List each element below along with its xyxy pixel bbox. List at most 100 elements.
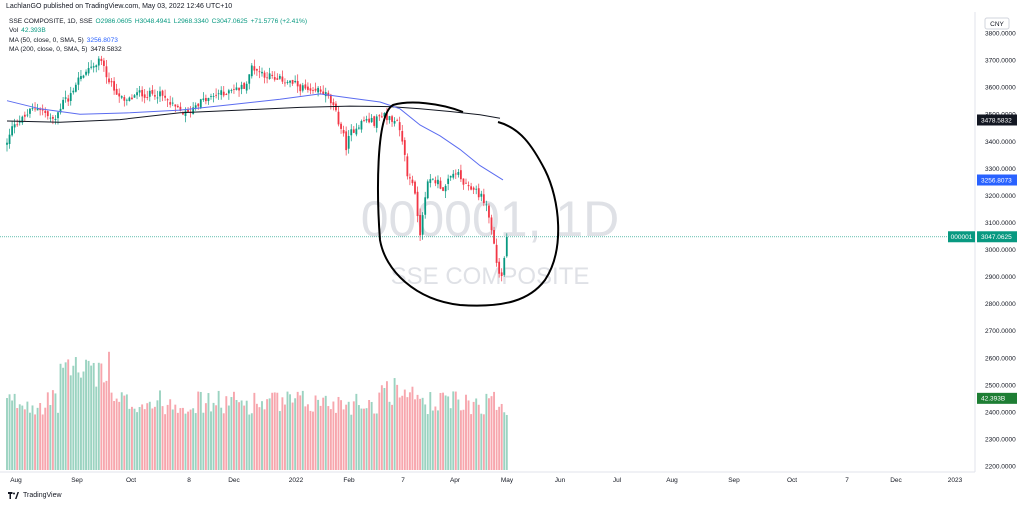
currency-box[interactable] [984, 17, 1010, 30]
candle [352, 126, 355, 134]
volume-bar [164, 414, 167, 470]
candle [29, 107, 31, 118]
volume-bar [100, 363, 103, 470]
tradingview-logo-text: TradingView [23, 492, 62, 499]
candle [284, 78, 286, 87]
time-tick-label: Oct [787, 477, 797, 484]
candle [113, 77, 115, 95]
volume-bar [261, 401, 263, 470]
candle [375, 114, 378, 133]
candle [299, 83, 302, 96]
volume-bar [120, 392, 123, 470]
volume-bar [273, 392, 276, 470]
watermark-symbol: 000001, 1D [361, 191, 620, 247]
volume-bar [309, 410, 312, 470]
volume-bar [36, 407, 39, 470]
candle [105, 59, 108, 84]
volume-bar [118, 401, 121, 470]
candle [289, 80, 291, 88]
legend-ma200-value: 3478.5832 [90, 46, 122, 54]
volume-bars [6, 351, 508, 470]
candle [488, 203, 490, 224]
time-tick-label: Sep [71, 477, 83, 484]
candle [67, 94, 70, 106]
volume-bar [90, 365, 93, 470]
hand-drawn-annotation[interactable] [377, 101, 560, 307]
candle [365, 115, 368, 123]
price-badge-value: 3478.5832 [981, 117, 1012, 124]
candle [472, 186, 475, 195]
volume-bar [210, 411, 212, 470]
volume-bar [217, 390, 220, 470]
volume-bar [329, 409, 332, 470]
candle [268, 67, 271, 80]
volume-bar [113, 401, 116, 470]
candle [156, 90, 159, 104]
volume-bar [227, 405, 230, 470]
candle [238, 87, 240, 97]
candle [281, 70, 284, 85]
tradingview-logo[interactable]: TradingView [8, 492, 62, 499]
volume-bar [31, 405, 34, 470]
candle [54, 115, 57, 125]
volume-bar [77, 372, 80, 470]
volume-bar [454, 391, 457, 470]
candle [470, 182, 472, 191]
volume-bar [194, 413, 197, 470]
candle [240, 81, 243, 95]
volume-bar [457, 399, 460, 470]
volume-bar [284, 404, 286, 470]
price-tick-label: 2900.0000 [985, 274, 1016, 281]
time-tick-label: Oct [126, 477, 136, 484]
volume-bar [281, 397, 284, 470]
volume-bar [6, 398, 8, 470]
legend-vol-value: 42.393B [21, 27, 46, 35]
candle [301, 82, 304, 93]
candle [250, 63, 253, 79]
volume-bar [365, 408, 368, 470]
candle [263, 70, 266, 84]
price-tick-label: 3300.0000 [985, 166, 1016, 173]
candle [62, 96, 64, 110]
volume-bar [345, 404, 348, 470]
candle [166, 98, 169, 107]
volume-bar [355, 393, 358, 470]
volume-bar [51, 390, 54, 470]
candle [146, 90, 149, 101]
volume-bar [426, 414, 429, 470]
candle [475, 185, 478, 195]
candle [95, 64, 98, 73]
volume-bar [391, 404, 393, 470]
volume-bar [408, 392, 411, 470]
volume-bar [459, 410, 462, 470]
candle [434, 176, 437, 187]
volume-bar [125, 394, 128, 470]
candle [74, 82, 77, 93]
candle [286, 80, 289, 85]
candle [444, 184, 447, 198]
volume-bar [289, 394, 291, 470]
volume-bar [319, 405, 322, 470]
volume-bar [74, 357, 77, 470]
volume-bar [238, 402, 240, 470]
candle [217, 89, 220, 100]
volume-bar [263, 409, 266, 470]
volume-bar [278, 411, 281, 470]
volume-bar [72, 365, 75, 470]
candle [457, 168, 460, 178]
candle [477, 183, 480, 201]
volume-bar [159, 390, 161, 470]
price-tick-label: 3100.0000 [985, 220, 1016, 227]
volume-bar [378, 392, 381, 470]
candle [437, 175, 439, 189]
volume-bar [92, 362, 95, 470]
volume-bar [220, 407, 223, 470]
candle [340, 121, 342, 134]
volume-bar [332, 401, 335, 470]
candle [118, 88, 121, 103]
candle [388, 115, 391, 124]
time-tick-label: Sep [728, 477, 740, 484]
publish-header: LachlanGO published on TradingView.com, … [6, 3, 233, 10]
volume-bar [64, 362, 67, 470]
